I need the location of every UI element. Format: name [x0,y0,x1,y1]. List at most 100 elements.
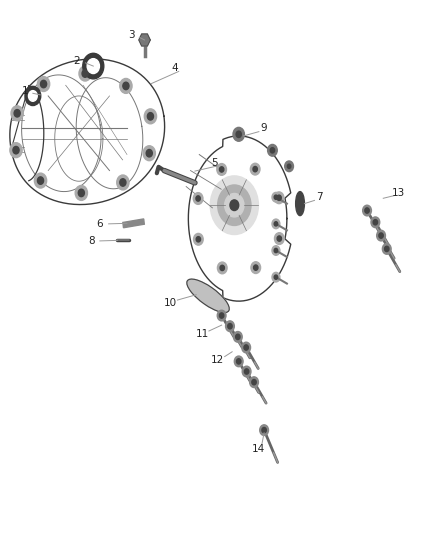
Circle shape [210,176,258,235]
Circle shape [217,310,226,321]
Circle shape [252,379,256,385]
Circle shape [228,324,232,329]
Circle shape [75,185,88,200]
Text: 11: 11 [196,329,209,339]
Circle shape [117,175,129,190]
Circle shape [274,248,278,253]
Circle shape [25,86,41,106]
Circle shape [10,143,22,158]
Text: 5: 5 [211,158,218,167]
Circle shape [242,342,251,353]
Text: 7: 7 [316,192,323,202]
Circle shape [196,237,201,242]
Circle shape [242,366,251,377]
Circle shape [274,195,278,199]
Circle shape [379,233,383,238]
Circle shape [143,146,155,160]
Circle shape [365,208,369,213]
Circle shape [218,185,251,225]
Circle shape [377,230,385,241]
Circle shape [254,265,258,270]
Circle shape [14,110,20,117]
Circle shape [234,356,243,367]
Circle shape [219,313,224,318]
Circle shape [193,192,203,204]
Circle shape [147,112,153,120]
Circle shape [28,91,37,101]
Circle shape [244,369,249,374]
Circle shape [272,272,280,282]
Circle shape [82,70,88,77]
Circle shape [146,149,152,157]
Circle shape [274,192,284,204]
Circle shape [79,66,91,81]
Circle shape [217,164,226,175]
Circle shape [87,59,99,74]
Ellipse shape [296,191,304,215]
Circle shape [83,53,104,79]
Circle shape [382,244,391,254]
Circle shape [40,80,46,88]
Circle shape [35,173,47,188]
Circle shape [274,222,278,226]
Circle shape [251,163,260,175]
Text: 6: 6 [96,219,103,229]
Circle shape [277,236,282,241]
Circle shape [385,246,389,252]
Circle shape [219,167,224,172]
Circle shape [253,166,258,172]
Circle shape [236,131,241,138]
Circle shape [277,195,281,200]
Circle shape [120,179,126,186]
Text: 14: 14 [252,444,265,454]
Circle shape [13,147,19,154]
Circle shape [236,334,240,340]
Text: 2: 2 [73,56,80,66]
Circle shape [272,219,280,229]
Circle shape [233,332,242,342]
Circle shape [262,427,266,433]
Circle shape [371,217,380,228]
Circle shape [37,77,49,92]
Circle shape [226,321,234,332]
Text: 8: 8 [88,236,95,246]
Text: 10: 10 [163,298,177,308]
Circle shape [272,192,280,202]
Circle shape [217,262,227,274]
Circle shape [363,205,371,216]
Circle shape [11,106,23,121]
Circle shape [233,127,244,141]
Circle shape [250,377,258,387]
Circle shape [194,233,203,245]
Polygon shape [139,34,150,46]
Circle shape [220,265,224,271]
Polygon shape [123,219,144,228]
Text: 4: 4 [171,63,178,73]
Circle shape [260,425,268,435]
Text: 9: 9 [261,123,268,133]
Circle shape [237,359,241,364]
Text: 12: 12 [211,355,224,365]
Text: 13: 13 [392,188,405,198]
Text: 3: 3 [128,30,135,40]
Circle shape [120,78,132,93]
Circle shape [123,82,129,90]
Circle shape [270,148,275,153]
Circle shape [272,246,280,255]
Text: 1: 1 [22,86,29,95]
Circle shape [38,177,44,184]
Circle shape [268,144,277,156]
Circle shape [196,196,200,201]
Ellipse shape [187,279,229,312]
Circle shape [144,109,156,124]
Circle shape [275,233,284,245]
Circle shape [225,193,244,217]
Circle shape [244,345,248,350]
Circle shape [285,161,293,172]
Circle shape [373,220,378,225]
Circle shape [287,164,291,168]
Circle shape [251,262,261,273]
Circle shape [78,189,85,197]
Circle shape [274,275,278,279]
Circle shape [230,200,239,211]
